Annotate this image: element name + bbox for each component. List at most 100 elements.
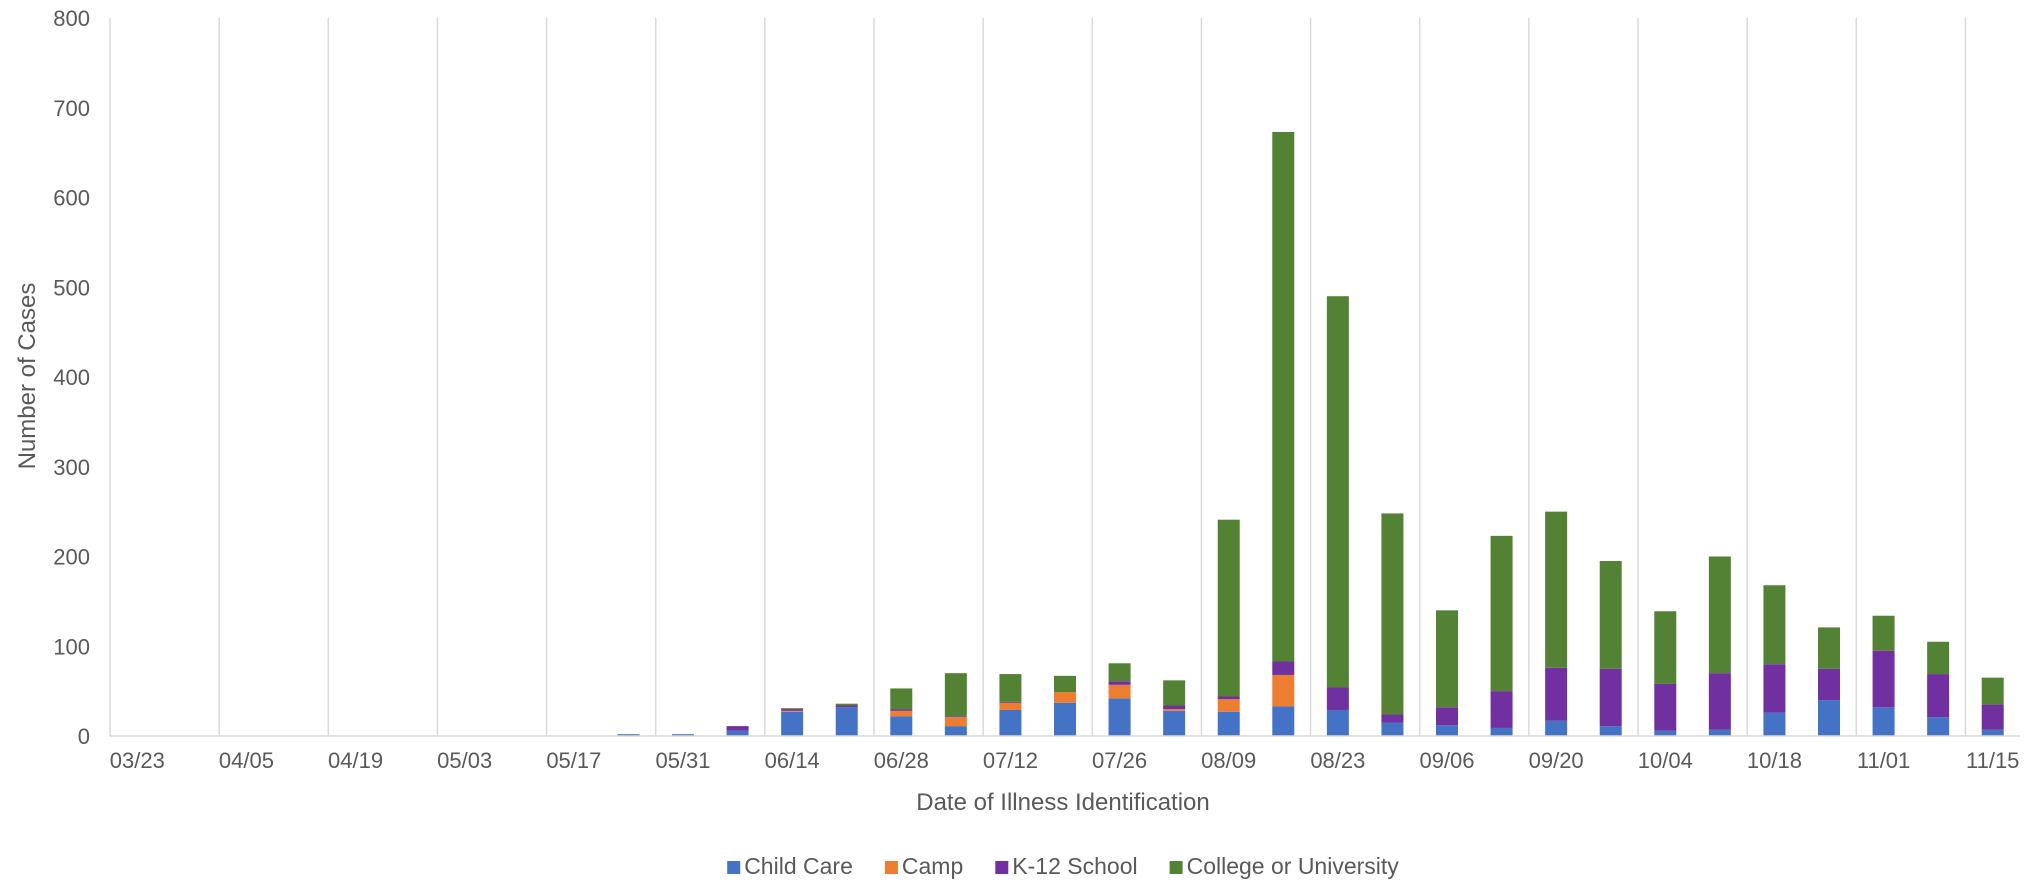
legend-label: Child Care xyxy=(744,853,853,879)
bar-college-or-university-09-20 xyxy=(1545,511,1568,668)
x-tick-label: 11/15 xyxy=(1966,748,2019,773)
bar-college-or-university-11-01 xyxy=(1872,615,1895,651)
bar-child-care-08-09 xyxy=(1217,711,1240,736)
bar-camp-07-19 xyxy=(1054,692,1076,703)
bar-camp-07-26 xyxy=(1108,684,1131,699)
bar-k-12-school-09-27 xyxy=(1599,668,1622,727)
bar-child-care-07-26 xyxy=(1108,698,1131,736)
bar-college-or-university-09-06 xyxy=(1436,610,1458,708)
bar-k-12-school-09-20 xyxy=(1545,667,1568,721)
y-tick-label: 500 xyxy=(53,275,90,300)
bar-college-or-university-07-05 xyxy=(944,673,967,717)
legend-item: Camp xyxy=(884,853,963,879)
bar-camp-07-12 xyxy=(999,702,1022,710)
x-tick-label: 09/06 xyxy=(1419,748,1474,773)
bar-college-or-university-09-13 xyxy=(1490,535,1513,692)
bar-college-or-university-10-04 xyxy=(1654,611,1677,684)
bar-college-or-university-10-25 xyxy=(1818,627,1840,669)
bar-k-12-school-07-12 xyxy=(999,701,1022,703)
bar-k-12-school-06-07 xyxy=(726,726,749,731)
bar-k-12-school-08-16 xyxy=(1272,661,1295,675)
bar-college-or-university-08-09 xyxy=(1217,519,1240,697)
bar-college-or-university-07-12 xyxy=(999,674,1022,702)
bar-college-or-university-10-11 xyxy=(1708,556,1731,674)
legend-item: K-12 School xyxy=(995,853,1138,879)
y-tick-label: 400 xyxy=(53,365,90,390)
bars xyxy=(617,131,2004,736)
bar-child-care-11-08 xyxy=(1927,717,1950,736)
bar-child-care-09-27 xyxy=(1599,726,1622,736)
bar-college-or-university-08-23 xyxy=(1326,296,1349,688)
bar-child-care-10-04 xyxy=(1654,730,1677,736)
y-tick-label: 600 xyxy=(53,186,90,211)
bar-child-care-08-16 xyxy=(1272,706,1295,736)
x-tick-label: 07/26 xyxy=(1092,748,1147,773)
bar-k-12-school-08-09 xyxy=(1217,696,1240,700)
legend-swatch xyxy=(884,861,898,874)
bar-college-or-university-08-02 xyxy=(1163,680,1186,706)
bar-child-care-06-21 xyxy=(835,707,858,736)
bar-college-or-university-09-27 xyxy=(1599,560,1622,669)
bar-camp-06-28 xyxy=(890,710,913,717)
y-tick-label: 200 xyxy=(53,545,90,570)
legend-swatch xyxy=(1169,861,1183,874)
y-tick-label: 800 xyxy=(53,6,90,31)
x-tick-label: 08/09 xyxy=(1201,748,1256,773)
bar-camp-08-09 xyxy=(1217,699,1240,712)
x-tick-label: 08/23 xyxy=(1310,748,1365,773)
bar-k-12-school-09-06 xyxy=(1436,707,1458,726)
bar-k-12-school-06-21 xyxy=(835,705,858,708)
bar-k-12-school-11-08 xyxy=(1927,674,1950,718)
bar-child-care-05-31 xyxy=(672,734,694,736)
x-tick-label: 11/01 xyxy=(1857,748,1910,773)
x-tick-label: 09/20 xyxy=(1529,748,1584,773)
bar-college-or-university-11-08 xyxy=(1927,641,1950,675)
bar-child-care-07-05 xyxy=(944,726,967,736)
bar-k-12-school-08-23 xyxy=(1326,687,1349,710)
bar-camp-08-02 xyxy=(1163,709,1186,711)
bar-k-12-school-06-14 xyxy=(781,709,804,711)
bar-k-12-school-10-11 xyxy=(1708,673,1731,730)
bar-child-care-10-18 xyxy=(1763,712,1786,736)
y-axis-title: Number of Cases xyxy=(14,283,41,470)
bar-k-12-school-08-02 xyxy=(1163,705,1186,710)
bar-child-care-06-28 xyxy=(890,716,913,736)
bar-child-care-09-06 xyxy=(1436,725,1458,736)
x-tick-label: 06/14 xyxy=(765,748,820,773)
bar-child-care-11-01 xyxy=(1872,707,1895,736)
legend-label: K-12 School xyxy=(1012,853,1137,879)
legend-item: College or University xyxy=(1169,853,1400,879)
bar-child-care-06-14 xyxy=(781,711,804,736)
legend-label: College or University xyxy=(1187,853,1400,879)
gridlines xyxy=(109,18,1967,736)
x-tick-label: 10/18 xyxy=(1747,748,1802,773)
bar-k-12-school-07-05 xyxy=(944,716,967,718)
bar-k-12-school-11-01 xyxy=(1872,650,1895,708)
bar-child-care-07-12 xyxy=(999,709,1022,736)
bar-child-care-11-15 xyxy=(1981,729,2004,736)
y-tick-label: 700 xyxy=(53,96,90,121)
x-tick-label: 06/28 xyxy=(874,748,929,773)
bar-child-care-10-11 xyxy=(1708,729,1731,736)
bar-child-care-06-07 xyxy=(726,730,749,736)
bar-college-or-university-06-14 xyxy=(781,708,804,710)
bar-college-or-university-10-18 xyxy=(1763,585,1786,665)
bar-child-care-08-02 xyxy=(1163,710,1186,736)
x-tick-label: 10/04 xyxy=(1638,748,1693,773)
bar-college-or-university-11-15 xyxy=(1981,677,2004,705)
bar-k-12-school-06-28 xyxy=(890,709,913,711)
legend-swatch xyxy=(995,861,1009,874)
y-tick-label: 100 xyxy=(53,634,90,659)
x-axis-title: Date of Illness Identification xyxy=(916,789,1210,816)
bar-college-or-university-08-30 xyxy=(1381,513,1404,715)
bar-k-12-school-10-25 xyxy=(1818,668,1840,701)
bar-child-care-08-30 xyxy=(1381,722,1404,736)
legend: Child Care Camp K-12 School College or Univ… xyxy=(727,853,1399,879)
bar-k-12-school-10-18 xyxy=(1763,664,1786,713)
y-tick-label: 0 xyxy=(78,724,90,749)
bar-k-12-school-09-13 xyxy=(1490,691,1513,728)
bar-college-or-university-07-26 xyxy=(1108,663,1131,682)
x-tick-label: 04/05 xyxy=(219,748,274,773)
